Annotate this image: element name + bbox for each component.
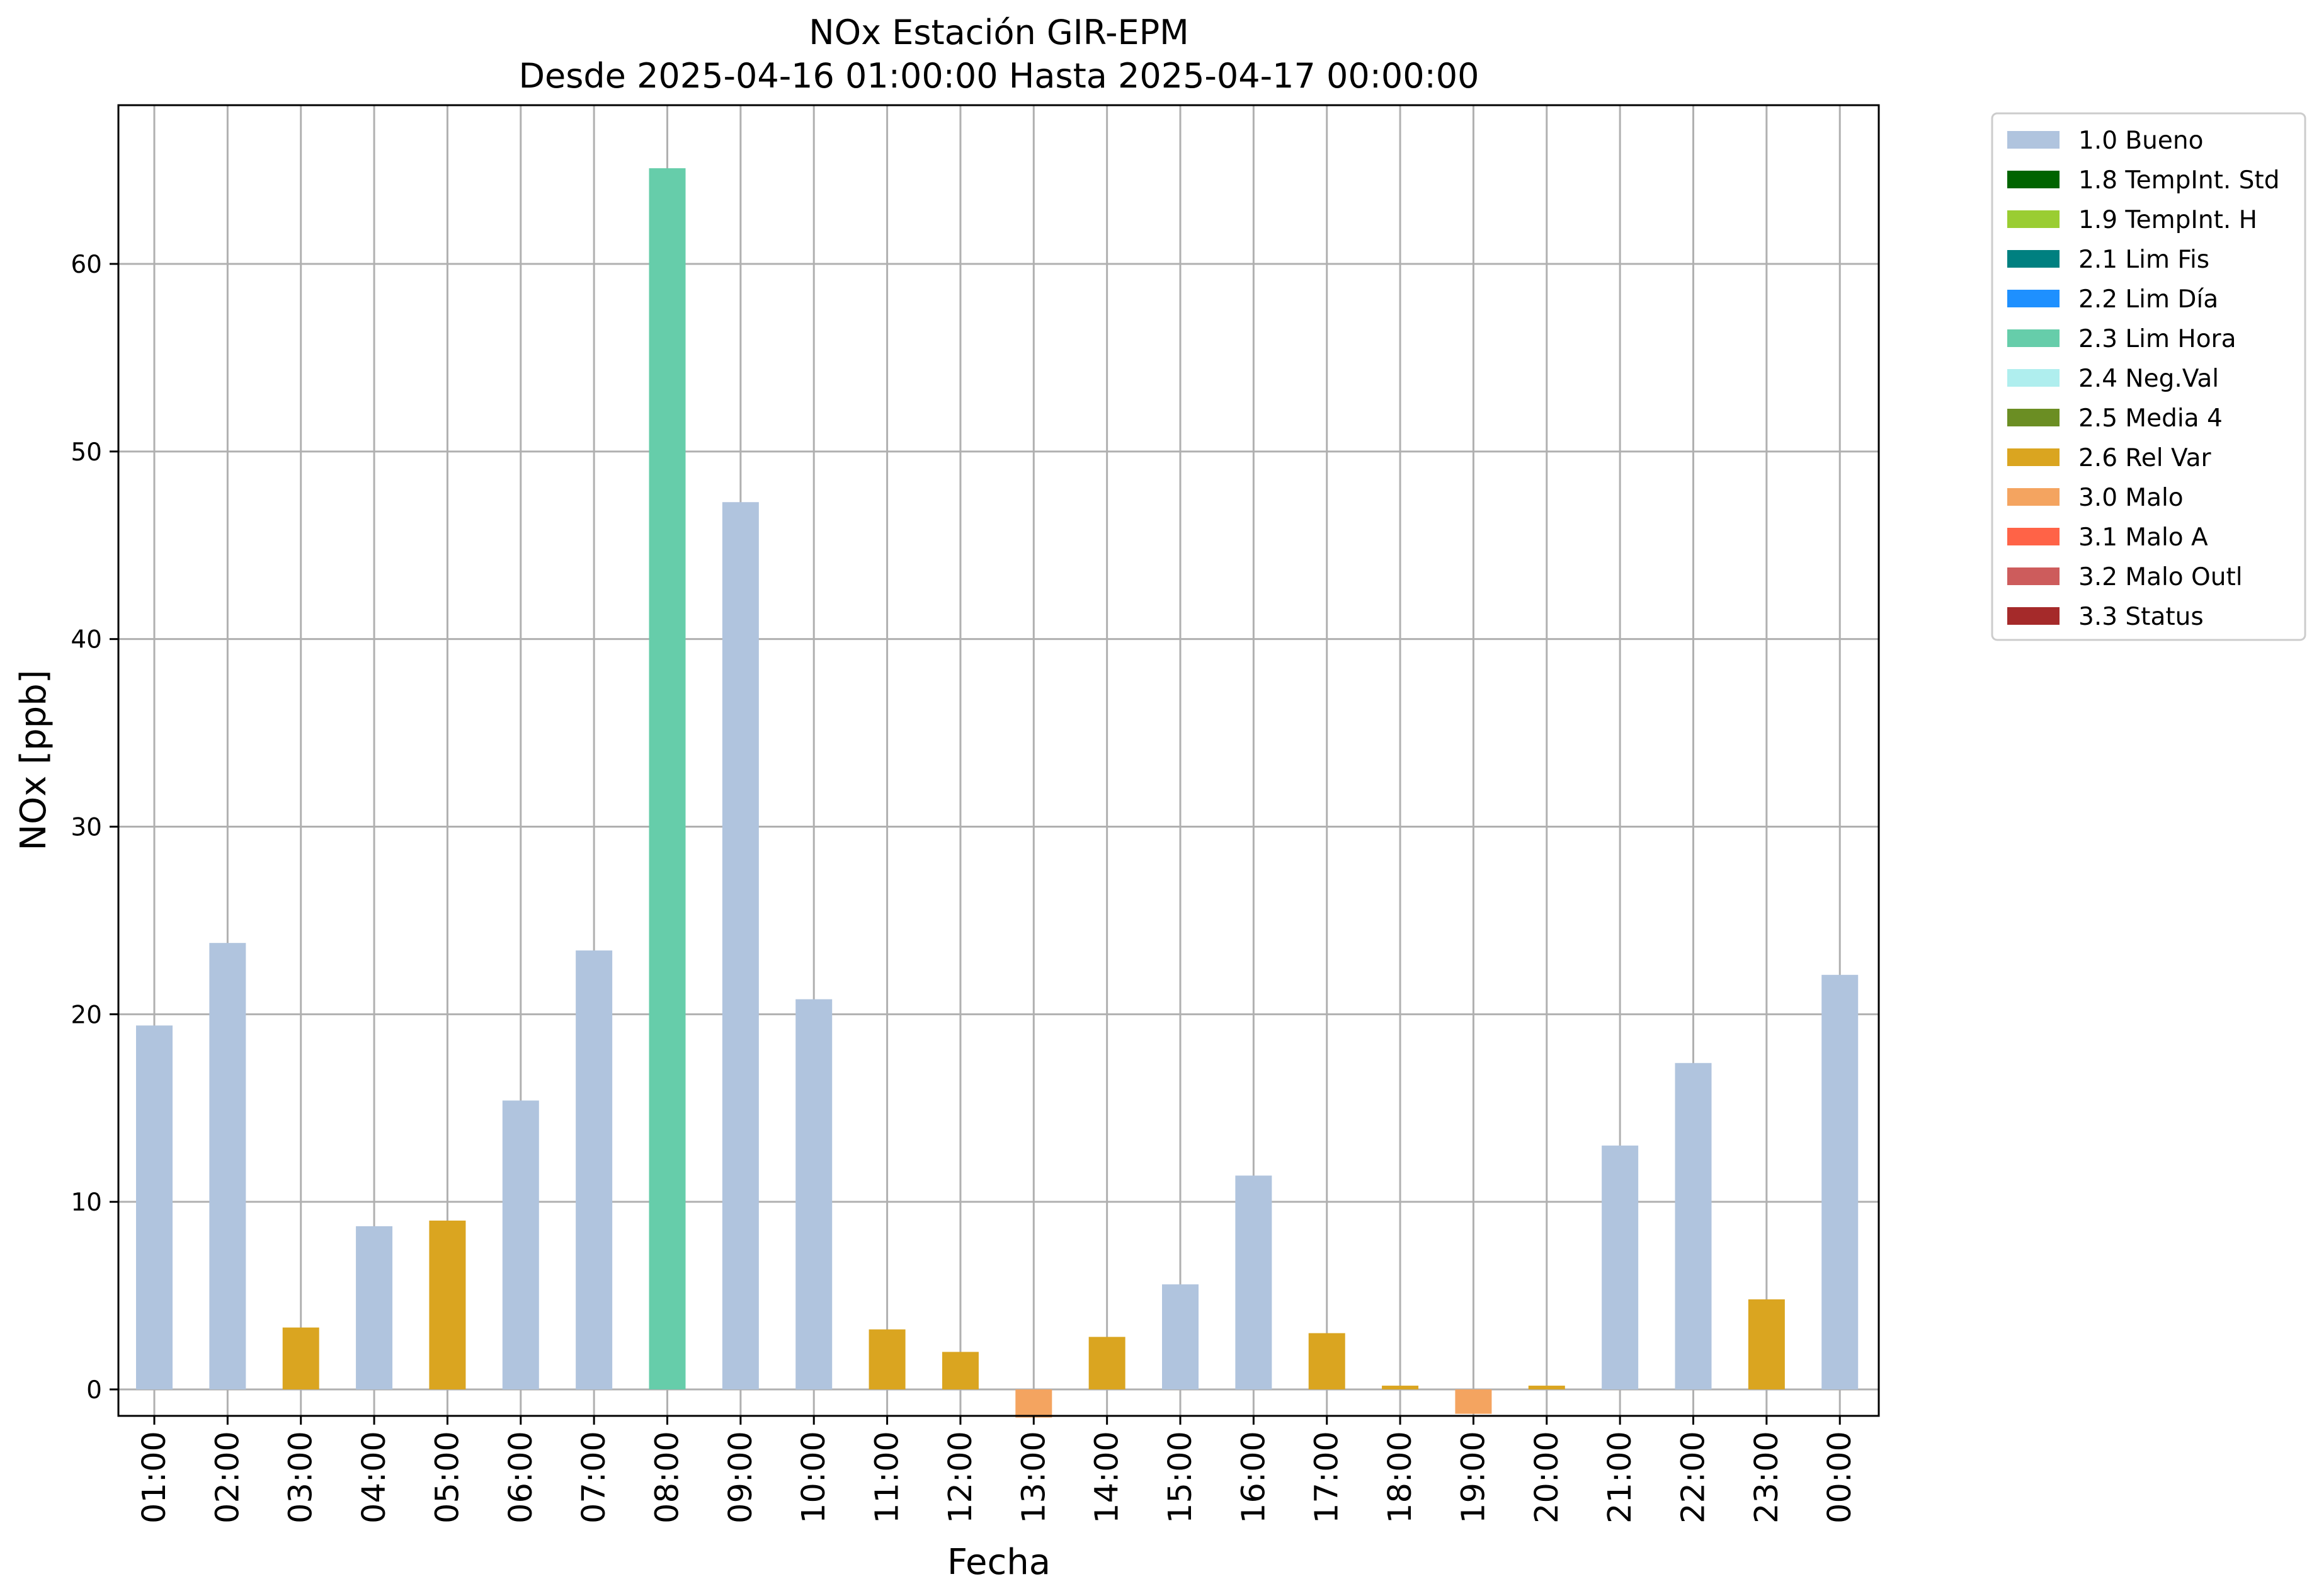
legend-label: 1.0 Bueno [2078,127,2203,155]
bar [1821,974,1859,1389]
legend: 1.0 Bueno 1.8 TempInt. Std 1.9 TempInt. H 2… [1991,112,2306,641]
legend-swatch [2007,210,2060,228]
bar [649,168,686,1390]
x-ticks: 01:00 02:00 03:00 04:00 05:00 06:00 07:00 08:00… [136,1416,1859,1524]
bar [209,943,246,1389]
bar [1602,1145,1639,1389]
x-tick-label: 13:00 [1015,1431,1052,1524]
legend-swatch [2007,607,2060,625]
x-tick-label: 16:00 [1235,1431,1272,1524]
legend-swatch [2007,369,2060,387]
bar [576,950,613,1389]
legend-swatch [2007,171,2060,188]
bar [502,1100,539,1389]
bar [1235,1175,1272,1389]
legend-label: 3.1 Malo A [2078,523,2208,552]
legend-swatch [2007,409,2060,426]
x-tick-label: 00:00 [1821,1431,1859,1524]
x-tick-label: 21:00 [1602,1431,1639,1524]
bar [1088,1337,1125,1389]
x-tick-label: 01:00 [136,1431,173,1524]
y-axis-label: NOx [ppb] [13,670,54,850]
legend-swatch [2007,290,2060,307]
x-tick-label: 23:00 [1748,1431,1786,1524]
x-tick-label: 11:00 [869,1431,906,1524]
bar [722,502,759,1390]
x-tick-label: 03:00 [283,1431,320,1524]
x-axis-label: Fecha [947,1542,1051,1583]
x-tick-label: 10:00 [795,1431,833,1524]
y-tick-label: 20 [71,1001,102,1029]
x-tick-label: 22:00 [1675,1431,1712,1524]
legend-label: 2.3 Lim Hora [2078,325,2236,353]
x-tick-label: 14:00 [1089,1431,1126,1524]
legend-label: 1.8 TempInt. Std [2078,166,2279,195]
legend-swatch [2007,131,2060,149]
bars [136,168,1859,1418]
y-ticks: 0 10 20 30 40 50 60 [71,251,118,1405]
x-tick-label: 05:00 [429,1431,466,1524]
y-tick-label: 50 [71,438,102,467]
x-tick-label: 19:00 [1455,1431,1492,1524]
legend-label: 2.5 Media 4 [2078,404,2223,433]
legend-label: 2.2 Lim Día [2078,285,2218,314]
bar [1455,1389,1492,1414]
bar [1162,1284,1199,1389]
legend-label: 3.3 Status [2078,603,2204,631]
y-tick-label: 0 [86,1376,102,1405]
x-tick-label: 04:00 [356,1431,393,1524]
bar [282,1327,319,1389]
legend-label: 1.9 TempInt. H [2078,206,2257,234]
legend-label: 3.2 Malo Outl [2078,563,2243,591]
y-tick-label: 10 [71,1188,102,1217]
legend-label: 2.1 Lim Fis [2078,246,2209,274]
chart-title: NOx Estación GIR-EPM [809,13,1189,52]
legend-label: 2.6 Rel Var [2078,444,2212,472]
bar [1675,1063,1712,1389]
x-tick-label: 18:00 [1382,1431,1419,1524]
x-tick-label: 15:00 [1162,1431,1199,1524]
x-tick-label: 12:00 [942,1431,979,1524]
legend-swatch [2007,567,2060,585]
x-tick-label: 20:00 [1529,1431,1566,1524]
bar [429,1220,466,1389]
x-tick-label: 09:00 [722,1431,760,1524]
bar [1748,1299,1785,1389]
legend-label: 2.4 Neg.Val [2078,365,2219,393]
x-tick-label: 06:00 [503,1431,540,1524]
x-tick-label: 07:00 [576,1431,613,1524]
bar [795,999,833,1389]
legend-swatch [2007,250,2060,268]
y-tick-label: 40 [71,626,102,654]
y-tick-label: 60 [71,251,102,279]
bar [942,1352,979,1389]
bar [869,1329,906,1389]
legend-swatch [2007,528,2060,545]
chart-subtitle: Desde 2025-04-16 01:00:00 Hasta 2025-04-… [518,56,1479,96]
legend-swatch [2007,488,2060,506]
x-tick-label: 17:00 [1309,1431,1346,1524]
y-tick-label: 30 [71,814,102,842]
bar [356,1226,393,1389]
plot-frame [117,104,1880,1417]
bar [1015,1389,1052,1418]
legend-swatch [2007,448,2060,466]
bar [1528,1386,1565,1389]
bar [1382,1386,1419,1389]
legend-label: 3.0 Malo [2078,484,2184,512]
x-tick-label: 02:00 [209,1431,246,1524]
legend-frame [1991,112,2306,641]
x-tick-label: 08:00 [649,1431,687,1524]
bar [1308,1333,1345,1389]
bar [136,1025,173,1389]
legend-swatch [2007,329,2060,347]
